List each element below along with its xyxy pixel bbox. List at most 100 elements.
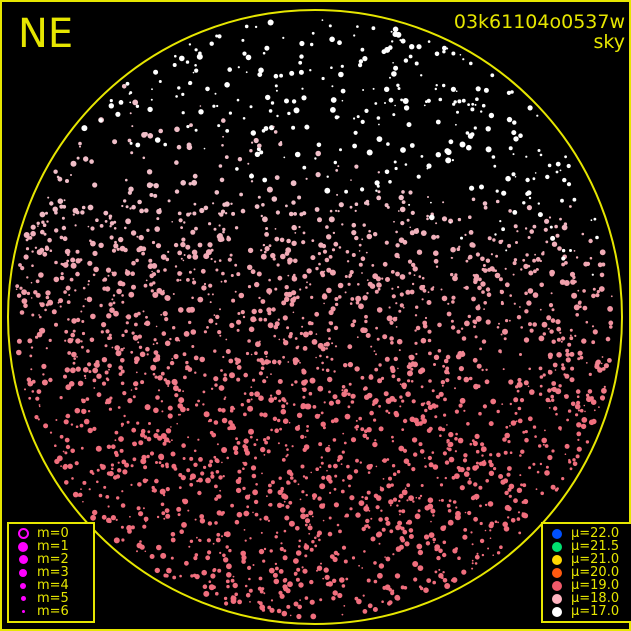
star [509, 425, 511, 427]
star [541, 437, 547, 444]
star [532, 322, 537, 327]
star [445, 149, 452, 156]
star [263, 438, 267, 442]
star [317, 530, 322, 536]
star [289, 614, 292, 617]
star [364, 108, 369, 113]
star [197, 438, 200, 441]
star [436, 476, 439, 479]
star [264, 250, 267, 254]
star [253, 137, 259, 144]
star [544, 218, 550, 224]
star [505, 425, 509, 429]
star [223, 557, 229, 563]
star [343, 363, 348, 368]
star [61, 216, 65, 220]
star [427, 196, 429, 198]
star [225, 349, 231, 354]
star [479, 538, 485, 544]
star [59, 204, 64, 209]
star [210, 573, 216, 579]
star [577, 438, 580, 441]
star [109, 235, 114, 240]
star [481, 368, 484, 372]
star [177, 211, 182, 216]
star [288, 421, 291, 424]
star [87, 410, 91, 413]
star [260, 299, 266, 304]
star [479, 347, 482, 351]
star [284, 444, 288, 447]
star [302, 475, 306, 478]
star [360, 119, 365, 124]
star [180, 406, 186, 413]
star [286, 448, 289, 451]
star [411, 467, 416, 472]
star [19, 286, 23, 290]
star [390, 270, 395, 274]
star [240, 208, 246, 214]
star [164, 508, 170, 513]
star [581, 232, 585, 236]
star [509, 319, 511, 322]
star [577, 350, 583, 356]
star [383, 391, 389, 397]
star [469, 442, 473, 446]
star [384, 556, 386, 558]
star [171, 378, 178, 385]
star [159, 488, 166, 495]
star [595, 360, 601, 366]
star [341, 450, 345, 454]
star [581, 417, 588, 423]
star [65, 444, 71, 450]
star [222, 227, 226, 232]
star [156, 429, 160, 433]
star [153, 433, 159, 439]
star [35, 279, 40, 284]
star [120, 369, 125, 374]
color-swatch-icon [549, 528, 565, 539]
star [435, 152, 441, 158]
star [285, 504, 290, 509]
star [398, 509, 402, 513]
star [167, 199, 171, 203]
star [601, 356, 604, 358]
star [427, 503, 434, 510]
star [507, 466, 512, 471]
star [360, 502, 363, 506]
star [433, 406, 437, 409]
star [194, 64, 197, 67]
star [597, 262, 603, 268]
star [82, 480, 87, 485]
star [426, 300, 432, 305]
star [39, 211, 46, 218]
star [464, 320, 470, 327]
star [308, 330, 313, 336]
star [105, 267, 112, 273]
star [111, 271, 117, 277]
star [333, 325, 339, 331]
star [104, 220, 108, 223]
star [549, 225, 553, 229]
star [393, 160, 397, 164]
star [302, 331, 309, 338]
star [579, 355, 584, 360]
star [122, 391, 127, 396]
star [242, 486, 246, 491]
star [348, 382, 352, 386]
star [556, 487, 559, 490]
star [178, 307, 184, 313]
star [442, 201, 445, 204]
star [276, 263, 280, 267]
star [551, 398, 555, 402]
star [82, 500, 84, 503]
star [115, 474, 121, 479]
star [213, 349, 217, 353]
star [151, 263, 158, 269]
star [125, 321, 129, 325]
star [415, 325, 421, 331]
star [170, 556, 174, 560]
star [241, 555, 247, 561]
star [29, 354, 33, 358]
star [275, 389, 282, 396]
